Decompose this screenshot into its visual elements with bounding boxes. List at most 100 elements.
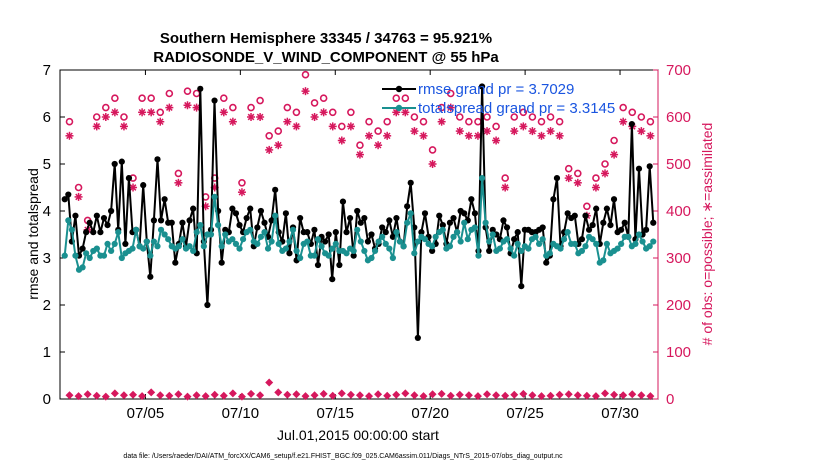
- rmse-point: [257, 207, 265, 215]
- obs-possible-point: [111, 94, 119, 102]
- obs-assimilated-point: [401, 108, 410, 117]
- totalspread-point: [382, 240, 389, 247]
- obs-bottom-point: [519, 389, 528, 398]
- y-tick-label-left: 3: [43, 250, 51, 267]
- totalspread-point: [482, 219, 489, 226]
- rmse-point: [635, 165, 643, 172]
- y-tick-label-left: 1: [43, 344, 51, 361]
- totalspread-point: [396, 238, 404, 245]
- rmse-point: [350, 252, 357, 259]
- obs-bottom-point: [183, 392, 192, 401]
- rmse-point: [582, 212, 589, 219]
- totalspread-point: [229, 236, 236, 243]
- totalspread-point: [261, 229, 268, 236]
- rmse-point: [232, 210, 240, 217]
- totalspread-point: [150, 238, 158, 245]
- totalspread-point: [386, 245, 393, 252]
- obs-bottom-point: [546, 391, 555, 400]
- rmse-point: [439, 222, 446, 229]
- obs-bottom-point: [537, 392, 546, 401]
- totalspread-point: [297, 254, 304, 262]
- rmse-point: [593, 205, 600, 212]
- rmse-point: [436, 212, 443, 219]
- totalspread-point: [215, 222, 222, 229]
- asterisk-stroke: [283, 118, 291, 126]
- legend-label-spread: totalspread grand pr = 3.3145: [418, 100, 615, 117]
- totalspread-point: [211, 193, 218, 200]
- rmse-point: [346, 214, 354, 222]
- asterisk-stroke: [302, 87, 309, 95]
- asterisk-stroke: [492, 137, 500, 144]
- asterisk-stroke: [519, 123, 527, 130]
- asterisk-stroke: [256, 113, 264, 121]
- totalspread-point: [200, 243, 207, 250]
- asterisk-stroke: [311, 113, 318, 121]
- asterisk-stroke: [66, 132, 73, 140]
- obs-bottom-point: [165, 391, 174, 400]
- totalspread-point: [475, 252, 482, 259]
- obs-bottom-point: [501, 391, 510, 400]
- obs-possible-point: [328, 108, 337, 117]
- asterisk-stroke: [474, 132, 482, 140]
- asterisk-stroke: [374, 141, 382, 149]
- rmse-point: [518, 283, 525, 290]
- obs-bottom-point: [410, 391, 419, 400]
- obs-possible-point: [646, 117, 655, 126]
- totalspread-point: [536, 240, 543, 247]
- obs-assimilated-point: [601, 169, 610, 178]
- obs-possible-point: [229, 103, 237, 112]
- totalspread-point: [635, 231, 643, 238]
- totalspread-point: [650, 238, 657, 245]
- totalspread-point: [232, 240, 240, 247]
- obs-bottom-point: [610, 390, 619, 399]
- rmse-point: [314, 261, 322, 269]
- obs-assimilated-point: [519, 122, 528, 131]
- obs-assimilated-point: [619, 117, 628, 126]
- obs-assimilated-point: [455, 127, 464, 136]
- asterisk-stroke: [229, 118, 237, 126]
- obs-bottom-point: [337, 389, 346, 398]
- totalspread-point: [614, 245, 621, 252]
- x-axis-label: Jul.01,2015 00:00:00 start: [277, 427, 439, 443]
- asterisk-stroke: [274, 141, 282, 149]
- obs-possible-point: [283, 103, 292, 112]
- totalspread-point: [222, 231, 229, 238]
- obs-bottom-point: [383, 391, 392, 400]
- totalspread-point: [311, 252, 318, 259]
- totalspread-point: [72, 252, 79, 259]
- totalspread-point: [375, 238, 382, 245]
- totalspread-point: [93, 245, 100, 252]
- asterisk-stroke: [156, 118, 164, 126]
- totalspread-point: [450, 233, 457, 240]
- rmse-point: [97, 229, 104, 236]
- totalspread-point: [239, 236, 247, 243]
- obs-possible-point: [219, 94, 228, 102]
- asterisk-stroke: [129, 184, 137, 191]
- obs-possible-point: [483, 113, 491, 121]
- legend-marker-rmse: [395, 85, 403, 93]
- asterisk-stroke: [565, 174, 573, 182]
- obs-bottom-point: [283, 390, 292, 399]
- rmse-point: [236, 222, 243, 229]
- obs-bottom-point: [619, 391, 628, 400]
- obs-bottom-point: [192, 391, 201, 400]
- obs-possible-point: [138, 94, 146, 102]
- obs-bottom-point: [483, 390, 492, 399]
- rmse-point: [607, 222, 614, 229]
- obs-assimilated-point: [319, 108, 328, 117]
- obs-bottom-point: [591, 392, 600, 401]
- totalspread-point: [282, 245, 289, 252]
- obs-assimilated-point: [183, 101, 192, 110]
- obs-assimilated-point: [555, 131, 564, 140]
- rmse-point: [486, 247, 493, 255]
- obs-assimilated-point: [646, 131, 655, 140]
- totalspread-point: [478, 175, 486, 182]
- asterisk-stroke: [138, 108, 146, 116]
- rmse-point: [272, 186, 279, 193]
- obs-assimilated-point: [174, 178, 183, 187]
- x-tick-label: 07/15: [316, 405, 354, 422]
- totalspread-point: [457, 238, 464, 245]
- asterisk-stroke: [538, 132, 545, 140]
- obs-assimilated-point: [410, 127, 419, 136]
- totalspread-point: [272, 212, 279, 219]
